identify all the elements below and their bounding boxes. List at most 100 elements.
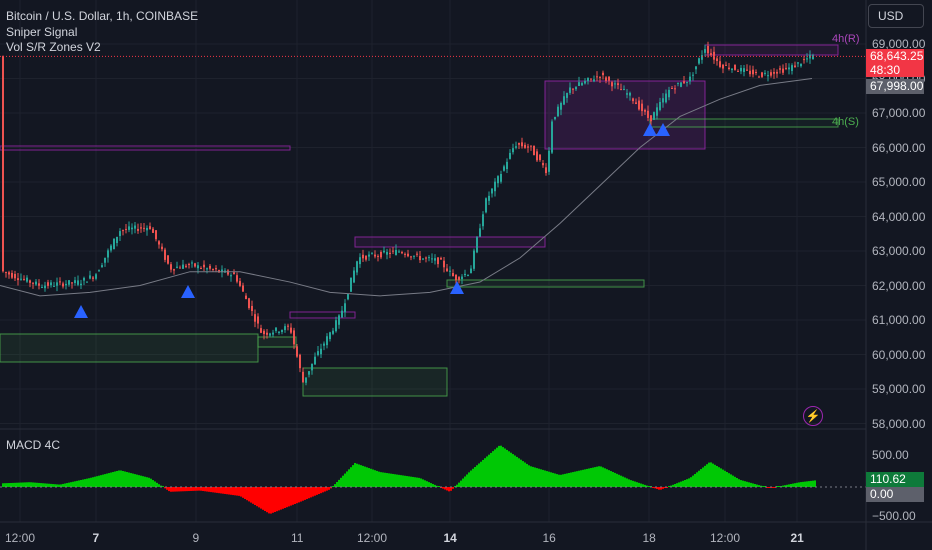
candle-body [2, 56, 4, 272]
macd-bar [806, 481, 808, 487]
candle-body [197, 265, 199, 269]
macd-bar [670, 485, 672, 487]
indicator-vol-sr-zones[interactable]: Vol S/R Zones V2 [6, 40, 101, 54]
macd-bar [544, 470, 546, 487]
symbol-title[interactable]: Bitcoin / U.S. Dollar, 1h, COINBASE [6, 9, 199, 23]
macd-bar [238, 487, 240, 496]
macd-bar [394, 474, 396, 487]
macd-bar [324, 487, 326, 492]
candle-body [122, 230, 124, 232]
up-triangle-icon [450, 281, 464, 294]
candle-body [761, 72, 763, 77]
macd-bar [384, 472, 386, 487]
macd-bar [684, 480, 686, 487]
candle-body [419, 256, 421, 261]
macd-bar [412, 476, 414, 487]
macd-bar [28, 482, 30, 487]
macd-bar [22, 482, 24, 487]
candle-body [719, 61, 721, 67]
macd-bar [274, 487, 276, 512]
currency-button[interactable]: USD [868, 4, 924, 28]
macd-bar [86, 478, 88, 487]
macd-bar [8, 483, 10, 487]
candle-body [575, 87, 577, 90]
macd-bar [388, 473, 390, 487]
candle-body [302, 371, 304, 383]
price-tick-label: 64,000.00 [872, 209, 926, 224]
macd-bar [190, 487, 192, 491]
candle-body [629, 92, 631, 96]
macd-bar [614, 472, 616, 487]
macd-bar [630, 480, 632, 487]
macd-bar [756, 484, 758, 487]
candle-body [599, 76, 601, 78]
candle-body [371, 253, 373, 255]
candle-body [563, 96, 565, 105]
macd-bar [788, 484, 790, 487]
candle-body [110, 245, 112, 251]
candle-body [692, 74, 694, 76]
macd-bar [492, 451, 494, 487]
candle-body [785, 67, 787, 69]
macd-title[interactable]: MACD 4C [6, 438, 61, 452]
macd-bar [700, 469, 702, 487]
macd-bar [406, 476, 408, 487]
candle-body [524, 144, 526, 148]
candle-body [680, 82, 682, 87]
macd-bar [744, 481, 746, 487]
candle-body [266, 332, 268, 335]
macd-bar [618, 474, 620, 487]
macd-bar [692, 475, 694, 487]
candle-body [170, 264, 172, 270]
macd-bar [356, 463, 358, 487]
macd-bar [168, 487, 170, 492]
candle-body [50, 282, 52, 286]
candle-body [482, 214, 484, 227]
macd-bar [596, 466, 598, 487]
candle-body [20, 278, 22, 280]
candle-body [188, 264, 190, 266]
macd-bar [280, 487, 282, 510]
macd-bar [472, 468, 474, 487]
candle-body [143, 227, 145, 229]
macd-bar [486, 456, 488, 487]
sr-zone [0, 145, 291, 151]
indicator-sniper-signal[interactable]: Sniper Signal [6, 25, 78, 39]
macd-bar [724, 470, 726, 487]
candle-body [701, 55, 703, 60]
candle-body [800, 63, 802, 67]
macd-bar [718, 467, 720, 487]
macd-bar [362, 465, 364, 487]
macd-bar [220, 487, 222, 494]
candle-body [416, 253, 418, 255]
candle-body [686, 81, 688, 83]
macd-bar [202, 487, 204, 492]
macd-bar [16, 482, 18, 487]
candle-body [695, 66, 697, 70]
candle-body [218, 270, 220, 273]
lightning-bolt-icon[interactable]: ⚡ [803, 406, 823, 426]
macd-bar [260, 487, 262, 509]
macd-bar [704, 465, 706, 487]
candle-body [362, 254, 364, 259]
macd-bar [634, 481, 636, 487]
candle-body [437, 257, 439, 265]
support-zone-label: 4h(S) [832, 116, 859, 128]
macd-bar [490, 452, 492, 487]
candle-body [32, 282, 34, 284]
candle-body [104, 257, 106, 263]
candle-body [353, 270, 355, 283]
macd-bar [106, 473, 108, 487]
macd-bar [478, 463, 480, 487]
macd-bar [654, 487, 656, 489]
macd-bar [646, 485, 648, 487]
candle-body [653, 112, 655, 120]
macd-bar [484, 458, 486, 487]
macd-bar [652, 487, 654, 488]
macd-bar [380, 472, 382, 487]
macd-bar [164, 487, 166, 489]
macd-bar [628, 479, 630, 487]
sr-zone [289, 311, 356, 319]
candle-body [758, 76, 760, 78]
